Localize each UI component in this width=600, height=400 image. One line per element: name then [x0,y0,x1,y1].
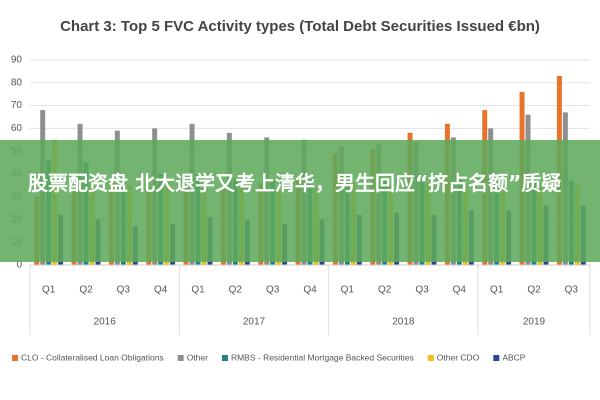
news-banner[interactable]: 股票配资盘 北大退学又考上清华，男生回应“挤占名额”质疑 [0,140,600,262]
y-tick-label: 90 [11,55,23,66]
x-tick-label: Q3 [415,285,429,296]
legend-swatch [221,355,228,361]
x-tick-label: Q1 [341,285,355,296]
x-tick-label: Q3 [565,285,579,296]
legend-swatch [12,355,18,361]
legend-label: CLO - Collateralised Loan Obligations [21,352,164,362]
legend-label: Other [187,352,208,362]
y-tick-label: 70 [11,100,23,111]
legend-swatch [177,355,184,361]
legend-label: Other CDO [437,352,480,362]
x-tick-label: Q2 [527,285,541,296]
group-label: 2016 [94,317,117,328]
y-tick-label: 0 [16,260,22,271]
legend-swatch [427,355,434,361]
x-tick-label: Q1 [490,285,504,296]
legend-label: ABCP [502,352,525,362]
y-tick-label: 80 [11,77,23,88]
chart-title: Chart 3: Top 5 FVC Activity types (Total… [60,18,540,35]
group-label: 2017 [243,317,266,328]
x-tick-label: Q1 [191,285,205,296]
x-tick-label: Q3 [266,285,280,296]
x-tick-label: Q2 [229,285,243,296]
x-tick-label: Q2 [378,285,392,296]
legend-swatch [493,355,500,361]
x-tick-label: Q4 [154,285,168,296]
x-tick-label: Q4 [453,285,467,296]
group-label: 2019 [523,317,546,328]
x-tick-label: Q4 [303,285,317,296]
x-tick-label: Q3 [117,285,131,296]
x-tick-label: Q2 [79,285,93,296]
x-tick-label: Q1 [42,285,56,296]
legend-label: RMBS - Residential Mortgage Backed Secur… [231,352,414,362]
y-tick-label: 60 [11,123,23,134]
group-label: 2018 [392,317,415,328]
